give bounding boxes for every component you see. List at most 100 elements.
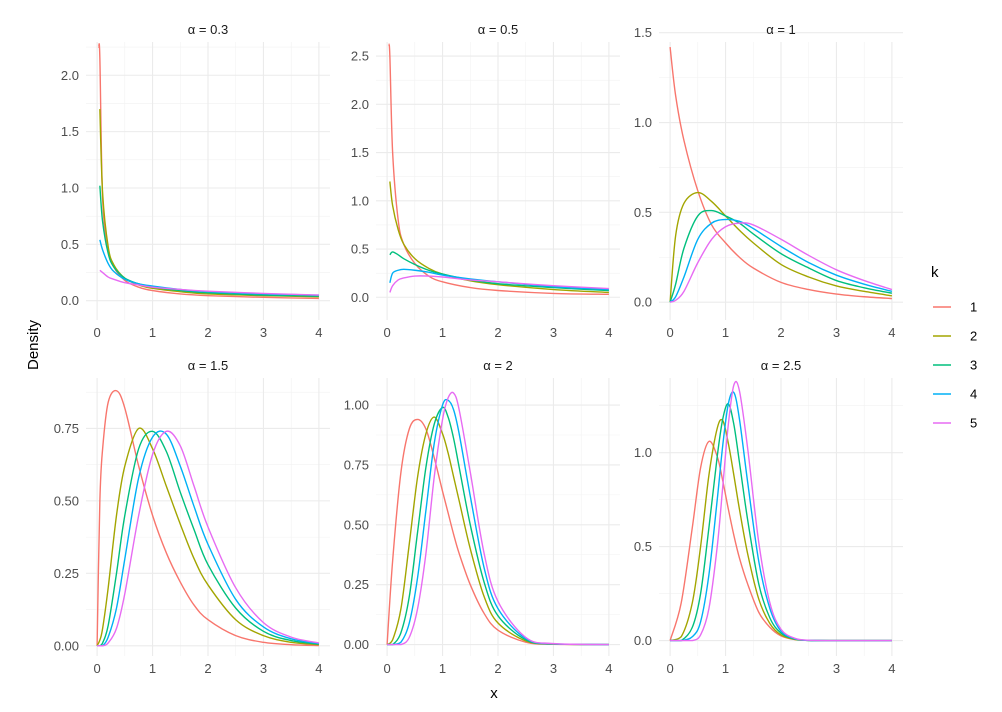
x-tick-label: 3 [260, 661, 267, 676]
x-tick-label: 2 [777, 325, 784, 340]
density-line-k4 [387, 398, 609, 646]
x-tick-label: 3 [260, 325, 267, 340]
density-line-k2 [669, 191, 893, 303]
x-tick-label: 0 [666, 661, 673, 676]
density-line-k5 [669, 222, 893, 303]
density-line-k1 [386, 418, 609, 646]
x-tick-label: 4 [315, 661, 322, 676]
x-tick-label: 4 [315, 325, 322, 340]
y-tick-label: 1.0 [634, 115, 652, 130]
x-tick-label: 0 [666, 325, 673, 340]
legend-title: k [931, 264, 939, 281]
y-tick-label: 0.5 [351, 242, 369, 257]
y-tick-label: 1.5 [351, 145, 369, 160]
x-tick-label: 0 [93, 325, 100, 340]
density-line-k3 [97, 430, 319, 647]
y-tick-label: 2.0 [61, 68, 79, 83]
x-tick-label: 2 [204, 325, 211, 340]
panel: 0 1 2 3 4 0.0 0.5 1.0 1.5 2.0 2.5 α = 0.5 [351, 22, 620, 340]
x-tick-label: 2 [204, 661, 211, 676]
legend-label: 4 [970, 387, 977, 402]
density-line-k1 [96, 389, 319, 647]
legend-label: 3 [970, 358, 977, 373]
density-line-k1 [388, 43, 609, 296]
x-tick-label: 1 [149, 661, 156, 676]
y-tick-label: 0.75 [54, 421, 79, 436]
density-line-k5 [99, 269, 319, 296]
density-line-k3 [387, 406, 609, 646]
panel: 0 1 2 3 4 0.00 0.25 0.50 0.75 α = 1.5 [54, 358, 330, 676]
x-tick-label: 4 [888, 325, 895, 340]
density-line-k1 [669, 47, 892, 300]
legend-label: 5 [970, 416, 977, 431]
facet-title: α = 0.3 [188, 22, 228, 37]
facet-title: α = 1.5 [188, 358, 228, 373]
panel: 0 1 2 3 4 0.0 0.5 1.0 1.5 2.0 α = 0.3 [61, 22, 330, 340]
y-tick-label: 0.25 [344, 577, 369, 592]
density-line-k2 [96, 427, 319, 647]
density-line-k2 [386, 416, 609, 646]
density-line-k3 [389, 251, 609, 292]
facet-title: α = 2 [483, 358, 513, 373]
x-tick-label: 4 [605, 325, 612, 340]
y-tick-label: 0.0 [634, 633, 652, 648]
density-line-k5 [387, 391, 609, 646]
x-tick-label: 2 [777, 661, 784, 676]
y-tick-label: 0.00 [344, 637, 369, 652]
y-axis-title: Density [25, 319, 42, 370]
density-line-k4 [669, 218, 893, 303]
panel: 0 1 2 3 4 0.0 0.5 1.0 α = 2.5 [634, 358, 903, 676]
facet-title: α = 2.5 [761, 358, 801, 373]
y-tick-label: 0.25 [54, 566, 79, 581]
y-tick-label: 0.75 [344, 457, 369, 472]
y-tick-label: 0.0 [634, 295, 652, 310]
y-tick-label: 0.50 [344, 517, 369, 532]
x-tick-label: 0 [383, 325, 390, 340]
y-tick-label: 1.0 [61, 180, 79, 195]
x-tick-label: 3 [833, 661, 840, 676]
y-tick-label: 2.0 [351, 97, 369, 112]
density-line-k4 [99, 239, 319, 296]
density-line-k5 [389, 275, 609, 293]
y-tick-label: 0.5 [61, 237, 79, 252]
density-line-k3 [99, 185, 319, 297]
y-tick-label: 0.50 [54, 493, 79, 508]
density-line-k1 [98, 43, 319, 300]
y-tick-label: 0.0 [61, 293, 79, 308]
density-line-k2 [99, 109, 319, 298]
x-tick-label: 1 [149, 325, 156, 340]
panel: 0 1 2 3 4 0.0 0.5 1.0 1.5 α = 1 [634, 22, 903, 340]
x-axis-title: x [490, 685, 498, 702]
y-tick-label: 1.0 [634, 445, 652, 460]
x-tick-label: 1 [439, 325, 446, 340]
x-tick-label: 3 [550, 661, 557, 676]
density-line-k4 [97, 430, 320, 647]
y-tick-label: 1.00 [344, 398, 369, 413]
y-tick-label: 2.5 [351, 49, 369, 64]
facet-title: α = 0.5 [478, 22, 518, 37]
x-tick-label: 1 [439, 661, 446, 676]
x-tick-label: 0 [383, 661, 390, 676]
facet-title: α = 1 [766, 22, 796, 37]
x-tick-label: 2 [494, 661, 501, 676]
legend: k 1 2 3 4 5 [931, 264, 977, 431]
y-tick-label: 1.5 [61, 124, 79, 139]
legend-label: 1 [970, 300, 977, 315]
x-tick-label: 1 [722, 661, 729, 676]
y-tick-label: 0.5 [634, 539, 652, 554]
y-tick-label: 1.0 [351, 193, 369, 208]
density-line-k5 [670, 380, 892, 642]
x-tick-label: 3 [833, 325, 840, 340]
y-tick-label: 0.0 [351, 290, 369, 305]
x-tick-label: 3 [550, 325, 557, 340]
panel: 0 1 2 3 4 0.00 0.25 0.50 0.75 1.00 α = 2 [344, 358, 620, 676]
x-tick-label: 4 [888, 661, 895, 676]
y-tick-label: 0.5 [634, 205, 652, 220]
density-line-k5 [97, 430, 320, 647]
density-line-k2 [389, 181, 609, 294]
y-tick-label: 1.5 [634, 25, 652, 40]
x-tick-label: 1 [722, 325, 729, 340]
x-tick-label: 0 [93, 661, 100, 676]
x-tick-label: 4 [605, 661, 612, 676]
